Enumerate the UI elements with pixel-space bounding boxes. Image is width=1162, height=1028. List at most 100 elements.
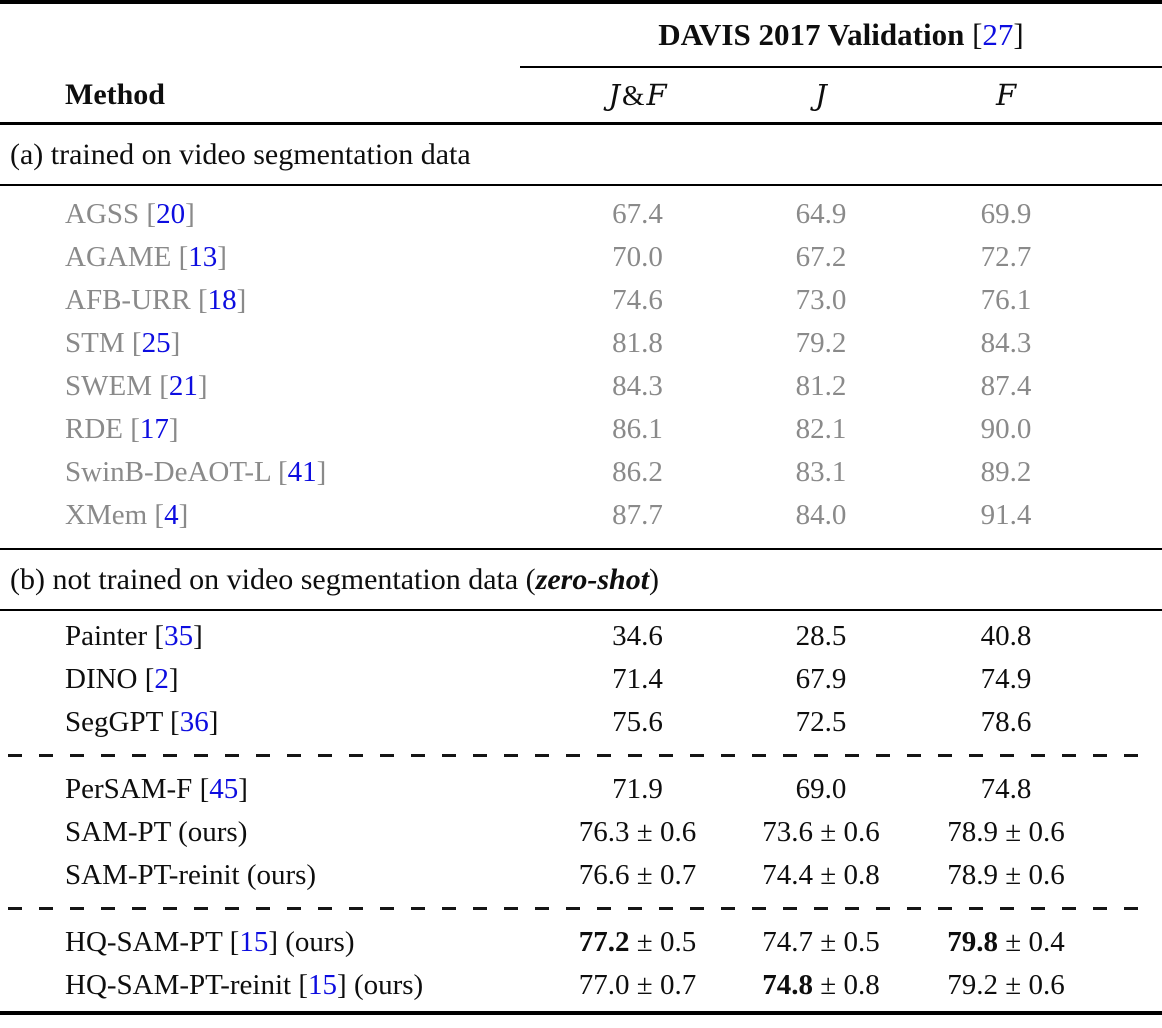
section-label: (a) trained on video segmentation data [10, 137, 471, 171]
metric-value: 75.6 [612, 706, 663, 738]
method-name: RDE [17] [65, 413, 179, 445]
metric-value: 72.7 [980, 241, 1032, 273]
col-header-method: Method [65, 78, 165, 111]
table-row: Painter [35] 34.6 28.5 40.8 [0, 615, 1162, 658]
method-name: STM [25] [65, 327, 181, 359]
metric-cell: 71.9 [545, 773, 730, 806]
column-group-rule [520, 66, 1162, 68]
metric-cell: 87.7 [545, 499, 730, 532]
metric-value: 78.9 [947, 859, 999, 891]
table-title-group: DAVIS 2017 Validation [27] [520, 17, 1162, 53]
metric-value: 40.8 [980, 620, 1032, 652]
metric-value: 77.2 [578, 926, 630, 958]
section-header: (a) trained on video segmentation data [0, 125, 1162, 184]
metric-cell: 73.0 [730, 284, 912, 317]
metric-cell: 83.1 [730, 456, 912, 489]
method-name: HQ-SAM-PT [15] (ours) [65, 926, 355, 958]
citation-link[interactable]: 2 [154, 663, 169, 695]
table-row: AGSS [20] 67.4 64.9 69.9 [0, 193, 1162, 236]
metric-value: 67.4 [612, 198, 663, 230]
metric-value: 81.2 [795, 370, 847, 402]
method-name: Painter [35] [65, 620, 203, 652]
metric-value: 69.0 [795, 773, 847, 805]
metric-cell: 79.2 ± 0.6 [947, 969, 1065, 1001]
metric-value: 86.2 [612, 456, 663, 488]
citation-link[interactable]: 21 [168, 370, 198, 402]
citation-link[interactable]: 45 [209, 773, 239, 805]
col-header-metric-1: J [815, 77, 827, 112]
metric-cell: 70.0 [545, 241, 730, 274]
title-citation-link[interactable]: 27 [982, 17, 1014, 52]
citation-link[interactable]: 20 [156, 198, 186, 230]
method-name: DINO [2] [65, 663, 179, 695]
table-row: PerSAM-F [45] 71.9 69.0 74.8 [0, 768, 1162, 811]
metric-cell: 75.6 [545, 706, 730, 739]
citation-link[interactable]: 35 [164, 620, 194, 652]
metric-value: 87.7 [612, 499, 663, 531]
top-rule [0, 0, 1162, 4]
metric-value: 84.3 [612, 370, 663, 402]
method-name: HQ-SAM-PT-reinit [15] (ours) [65, 969, 424, 1001]
citation-link[interactable]: 18 [207, 284, 237, 316]
title-citation-bracket-open: [ [964, 17, 983, 52]
metric-value: 71.9 [612, 773, 663, 805]
citation-link[interactable]: 15 [239, 926, 269, 958]
table-row: SWEM [21] 84.3 81.2 87.4 [0, 365, 1162, 408]
method-name: SwinB-DeAOT-L [41] [65, 456, 327, 488]
metric-value: 79.2 [795, 327, 847, 359]
method-name: SegGPT [36] [65, 706, 219, 738]
metric-cell: 67.9 [730, 663, 912, 696]
metric-cell: 40.8 [912, 620, 1100, 653]
metric-value: 87.4 [980, 370, 1032, 402]
metric-cell: 82.1 [730, 413, 912, 446]
metric-cell: 72.7 [912, 241, 1100, 274]
metric-value: 73.0 [795, 284, 847, 316]
row-group: PerSAM-F [45] 71.9 69.0 74.8 SAM-PT (ours) 76… [0, 764, 1162, 901]
citation-link[interactable]: 4 [164, 499, 179, 531]
metric-value: 74.4 [762, 859, 814, 891]
method-name: AGAME [13] [65, 241, 227, 273]
table-row: STM [25] 81.8 79.2 84.3 [0, 322, 1162, 365]
metric-cell: 67.2 [730, 241, 912, 274]
citation-link[interactable]: 36 [179, 706, 209, 738]
table-row: HQ-SAM-PT [15] (ours) 77.2 ± 0.5 74.7 ± 0.… [0, 921, 1162, 964]
metric-cell: 90.0 [912, 413, 1100, 446]
section-label: (b) not trained on video segmentation da… [10, 562, 536, 596]
bottom-rule [0, 1011, 1162, 1015]
metric-value: 84.0 [795, 499, 847, 531]
metric-value: 76.6 [578, 859, 630, 891]
metric-cell: 76.6 ± 0.7 [578, 859, 697, 891]
table-title-row: DAVIS 2017 Validation [27] [0, 4, 1162, 66]
metric-cell: 84.0 [730, 499, 912, 532]
metric-value: 76.3 [578, 816, 630, 848]
metric-value: 72.5 [795, 706, 847, 738]
metric-value: 74.8 [980, 773, 1032, 805]
citation-link[interactable]: 17 [139, 413, 169, 445]
title-citation-bracket-close: ] [1013, 17, 1024, 52]
metric-cell: 77.2 ± 0.5 [578, 926, 697, 958]
method-name: SWEM [21] [65, 370, 208, 402]
metric-cell: 74.8 [912, 773, 1100, 806]
metric-cell: 79.8 ± 0.4 [947, 926, 1065, 958]
citation-link[interactable]: 41 [287, 456, 317, 488]
row-group: Painter [35] 34.6 28.5 40.8 DINO [2] 71.4 67.9… [0, 611, 1162, 748]
method-name: PerSAM-F [45] [65, 773, 248, 805]
citation-link[interactable]: 13 [188, 241, 218, 273]
metric-cell: 78.9 ± 0.6 [947, 859, 1065, 891]
metric-cell: 73.6 ± 0.6 [762, 816, 880, 848]
section-rows: AGSS [20] 67.4 64.9 69.9 AGAME [13] 70.0 67.2 7… [0, 186, 1162, 548]
section-rows: Painter [35] 34.6 28.5 40.8 DINO [2] 71.4 67.9… [0, 611, 1162, 1011]
metric-cell: 74.9 [912, 663, 1100, 696]
metric-value: 73.6 [762, 816, 814, 848]
metric-value: 71.4 [612, 663, 663, 695]
table-row: SegGPT [36] 75.6 72.5 78.6 [0, 701, 1162, 744]
metric-value: 64.9 [795, 198, 847, 230]
citation-link[interactable]: 15 [308, 969, 338, 1001]
table-row: SAM-PT-reinit (ours) 76.6 ± 0.7 74.4 ± 0.8… [0, 854, 1162, 897]
metric-cell: 67.4 [545, 198, 730, 231]
metric-cell: 71.4 [545, 663, 730, 696]
section-header-rule [0, 609, 1162, 611]
citation-link[interactable]: 25 [141, 327, 171, 359]
metric-value: 74.6 [612, 284, 663, 316]
